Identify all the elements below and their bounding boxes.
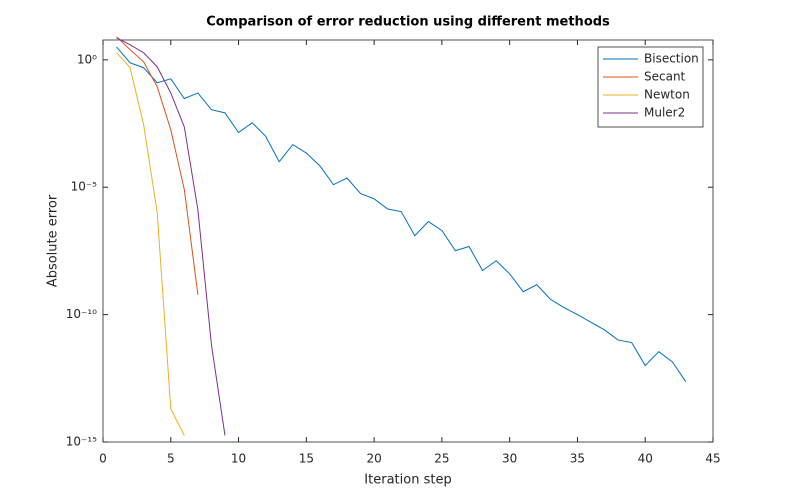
x-tick-label: 20 — [366, 452, 381, 466]
legend-label: Bisection — [644, 52, 699, 66]
series-line — [116, 36, 199, 295]
legend-label: Secant — [644, 70, 686, 84]
y-tick-label: 10⁻¹⁰ — [66, 307, 97, 321]
x-tick-label: 10 — [231, 452, 246, 466]
x-tick-label: 45 — [705, 452, 720, 466]
x-tick-label: 25 — [434, 452, 449, 466]
legend-label: Muler2 — [644, 106, 685, 120]
series-line — [116, 52, 185, 436]
chart-title: Comparison of error reduction using diff… — [206, 15, 610, 30]
series-line — [116, 46, 687, 383]
x-axis-label: Iteration step — [364, 473, 451, 488]
x-tick-label: 5 — [167, 452, 175, 466]
x-tick-label: 40 — [638, 452, 653, 466]
y-tick-label: 10⁻⁵ — [71, 180, 98, 194]
x-tick-label: 35 — [570, 452, 585, 466]
x-tick-label: 15 — [299, 452, 314, 466]
legend-box — [597, 46, 704, 128]
y-tick-label: 10⁰ — [77, 52, 97, 66]
legend-label: Newton — [644, 88, 690, 102]
y-axis-label: Absolute error — [46, 194, 61, 287]
x-tick-label: 30 — [502, 452, 517, 466]
x-tick-label: 0 — [99, 452, 107, 466]
series-line — [116, 37, 226, 436]
y-tick-label: 10⁻¹⁵ — [66, 435, 97, 449]
